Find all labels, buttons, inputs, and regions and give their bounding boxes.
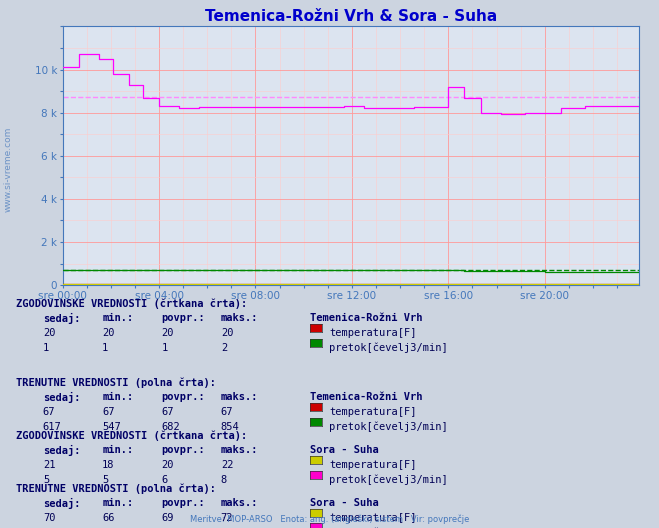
Text: 67: 67: [221, 407, 233, 417]
Text: 5: 5: [43, 475, 49, 485]
Text: 20: 20: [161, 328, 174, 338]
Text: 617: 617: [43, 422, 61, 432]
Text: 8: 8: [221, 475, 227, 485]
Text: 66: 66: [102, 513, 115, 523]
Text: 20: 20: [102, 328, 115, 338]
Text: TRENUTNE VREDNOSTI (polna črta):: TRENUTNE VREDNOSTI (polna črta):: [16, 483, 216, 494]
Text: povpr.:: povpr.:: [161, 498, 205, 508]
Text: 22: 22: [221, 460, 233, 470]
Text: min.:: min.:: [102, 392, 133, 402]
Text: sedaj:: sedaj:: [43, 498, 80, 509]
Text: 67: 67: [43, 407, 55, 417]
Text: maks.:: maks.:: [221, 445, 258, 455]
Text: maks.:: maks.:: [221, 313, 258, 323]
Text: 1: 1: [102, 343, 108, 353]
Text: 854: 854: [221, 422, 239, 432]
Text: 69: 69: [161, 513, 174, 523]
Text: sedaj:: sedaj:: [43, 313, 80, 324]
Text: pretok[čevelj3/min]: pretok[čevelj3/min]: [330, 343, 448, 353]
Text: 547: 547: [102, 422, 121, 432]
Text: Temenica-Rožni Vrh: Temenica-Rožni Vrh: [310, 313, 422, 323]
Text: temperatura[F]: temperatura[F]: [330, 460, 417, 470]
Text: 21: 21: [43, 460, 55, 470]
Text: www.si-vreme.com: www.si-vreme.com: [4, 126, 13, 212]
Text: temperatura[F]: temperatura[F]: [330, 513, 417, 523]
Text: povpr.:: povpr.:: [161, 392, 205, 402]
Text: 1: 1: [161, 343, 167, 353]
Text: 20: 20: [43, 328, 55, 338]
Text: povpr.:: povpr.:: [161, 313, 205, 323]
Text: 682: 682: [161, 422, 180, 432]
Text: 5: 5: [102, 475, 108, 485]
Text: 2: 2: [221, 343, 227, 353]
Text: povpr.:: povpr.:: [161, 445, 205, 455]
Text: Temenica-Rožni Vrh: Temenica-Rožni Vrh: [310, 392, 422, 402]
Text: Sora - Suha: Sora - Suha: [310, 498, 378, 508]
Text: temperatura[F]: temperatura[F]: [330, 328, 417, 338]
Text: min.:: min.:: [102, 498, 133, 508]
Text: maks.:: maks.:: [221, 498, 258, 508]
Text: pretok[čevelj3/min]: pretok[čevelj3/min]: [330, 475, 448, 485]
Text: Sora - Suha: Sora - Suha: [310, 445, 378, 455]
Text: 67: 67: [161, 407, 174, 417]
Text: sedaj:: sedaj:: [43, 392, 80, 403]
Text: 20: 20: [221, 328, 233, 338]
Title: Temenica-Rožni Vrh & Sora - Suha: Temenica-Rožni Vrh & Sora - Suha: [205, 9, 497, 24]
Text: ZGODOVINSKE VREDNOSTI (črtkana črta):: ZGODOVINSKE VREDNOSTI (črtkana črta):: [16, 430, 248, 441]
Text: pretok[čevelj3/min]: pretok[čevelj3/min]: [330, 422, 448, 432]
Text: min.:: min.:: [102, 445, 133, 455]
Text: 72: 72: [221, 513, 233, 523]
Text: sedaj:: sedaj:: [43, 445, 80, 456]
Text: 70: 70: [43, 513, 55, 523]
Text: ZGODOVINSKE VREDNOSTI (črtkana črta):: ZGODOVINSKE VREDNOSTI (črtkana črta):: [16, 298, 248, 309]
Text: Meritve: MOP-ARSO   Enota: ang. (angleški) sistem   Vir: povprečje: Meritve: MOP-ARSO Enota: ang. (angleški)…: [190, 514, 469, 524]
Text: 6: 6: [161, 475, 167, 485]
Text: TRENUTNE VREDNOSTI (polna črta):: TRENUTNE VREDNOSTI (polna črta):: [16, 378, 216, 388]
Text: 20: 20: [161, 460, 174, 470]
Text: 67: 67: [102, 407, 115, 417]
Text: maks.:: maks.:: [221, 392, 258, 402]
Text: min.:: min.:: [102, 313, 133, 323]
Text: temperatura[F]: temperatura[F]: [330, 407, 417, 417]
Text: 1: 1: [43, 343, 49, 353]
Text: 18: 18: [102, 460, 115, 470]
